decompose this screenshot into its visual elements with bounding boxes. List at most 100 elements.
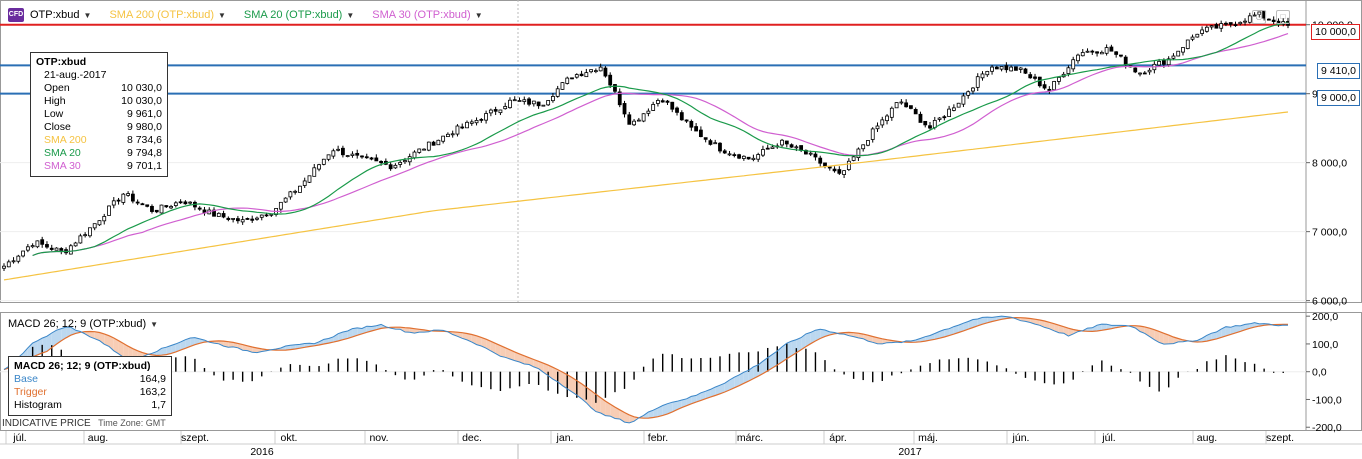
macd-fill [190, 337, 195, 347]
legend-sma20[interactable]: SMA 20 (OTP:xbud) ▼ [244, 9, 354, 21]
candle-body [321, 158, 326, 165]
macd-fill [228, 341, 234, 348]
macd-legend[interactable]: MACD 26; 12; 9 (OTP:xbud) ▼ [8, 318, 158, 330]
candle-body [1247, 15, 1252, 23]
macd-fill [920, 336, 926, 342]
candle-body [298, 185, 302, 193]
macd-fill [524, 355, 530, 365]
candle-body [388, 164, 393, 170]
chart-tools: ◷ □ [1252, 10, 1290, 24]
macd-fill [1058, 325, 1064, 334]
macd-fill [600, 397, 606, 416]
candle-body [426, 141, 431, 151]
candle-body [116, 199, 121, 202]
macd-fill [662, 403, 668, 416]
macd-fill [700, 391, 706, 401]
macd-fill [462, 332, 468, 340]
macd-fill [777, 346, 783, 366]
macd-fill [342, 331, 348, 340]
macd-fill [939, 329, 945, 339]
macd-fill [867, 335, 873, 343]
candle-body [455, 125, 460, 135]
candle-body [727, 153, 732, 156]
legend-symbol[interactable]: OTP:xbud ▼ [30, 9, 91, 21]
macd-fill [863, 334, 868, 342]
macd-fill [705, 389, 711, 399]
candle-body [54, 247, 59, 251]
candle-body [1009, 66, 1014, 72]
candle-body [197, 207, 202, 210]
candle-body [436, 139, 441, 146]
candle-body [923, 120, 928, 126]
candle-body [59, 248, 64, 251]
candle-body [6, 261, 11, 268]
candle-body [1138, 72, 1142, 75]
macd-fill [180, 339, 186, 351]
candle-body [536, 101, 541, 107]
macd-fill [548, 365, 553, 380]
candle-body [460, 126, 465, 129]
candle-body [283, 197, 288, 203]
candle-body [2, 265, 6, 269]
candle-body [947, 108, 952, 117]
candle-body [856, 148, 861, 158]
candle-body [169, 206, 173, 209]
candle-body [818, 157, 823, 164]
price-tag-10000: 10 000,0 [1311, 24, 1360, 40]
legend-sma30[interactable]: SMA 30 (OTP:xbud) ▼ [372, 9, 482, 21]
macd-fill [338, 332, 343, 341]
macd-fill [681, 398, 687, 408]
macd-fill [218, 340, 224, 347]
macd-fill [719, 383, 725, 394]
macd-fill [280, 346, 286, 351]
candle-body [1171, 55, 1176, 59]
candle-body [508, 99, 512, 109]
candle-body [1114, 51, 1119, 55]
macd-fill [166, 345, 172, 355]
candle-body [885, 115, 889, 122]
candle-body [636, 119, 641, 122]
candle-body [1257, 11, 1262, 15]
candle-body [756, 154, 761, 160]
macd-fill [576, 380, 582, 399]
month-label: aug. [1197, 432, 1217, 444]
candle-body [73, 242, 78, 247]
macd-tick-label: 200,0 [1312, 311, 1338, 323]
info-row-low: Low 9 961,0 [36, 108, 162, 121]
candle-body [278, 201, 283, 210]
candle-body [302, 180, 307, 186]
candle-body [1238, 21, 1243, 25]
candle-body [1109, 46, 1114, 52]
month-label: nov. [369, 432, 388, 444]
candle-body [770, 146, 775, 149]
candle-body [393, 164, 398, 169]
candle-body [355, 152, 360, 156]
macd-fill [61, 326, 67, 341]
macd-fill [610, 404, 615, 419]
legend-sma200[interactable]: SMA 200 (OTP:xbud) ▼ [109, 9, 225, 21]
candle-body [703, 137, 708, 140]
month-label: aug. [88, 432, 108, 444]
macd-tick-label: -100,0 [1312, 394, 1342, 406]
candle-body [1166, 58, 1171, 66]
macd-group [4, 316, 1288, 423]
candle-body [102, 216, 107, 222]
info-label: SMA 20 [44, 147, 81, 159]
candle-body [555, 88, 560, 97]
macd-fill [505, 347, 510, 360]
macd-fill [562, 372, 568, 389]
candle-body [164, 205, 169, 208]
candle-body [221, 213, 226, 218]
info-value: 10 030,0 [121, 82, 162, 94]
candle-body [255, 217, 259, 220]
macd-fill [1049, 322, 1055, 331]
price-info-box: OTP:xbud 21-aug.-2017 Open 10 030,0 High 1… [30, 52, 168, 177]
macd-fill [796, 337, 802, 353]
candle-body [1161, 59, 1166, 65]
maximize-icon[interactable]: □ [1276, 10, 1290, 24]
macd-fill [968, 319, 973, 330]
clock-icon[interactable]: ◷ [1252, 10, 1266, 24]
candle-body [665, 100, 670, 103]
info-label: High [44, 95, 66, 107]
